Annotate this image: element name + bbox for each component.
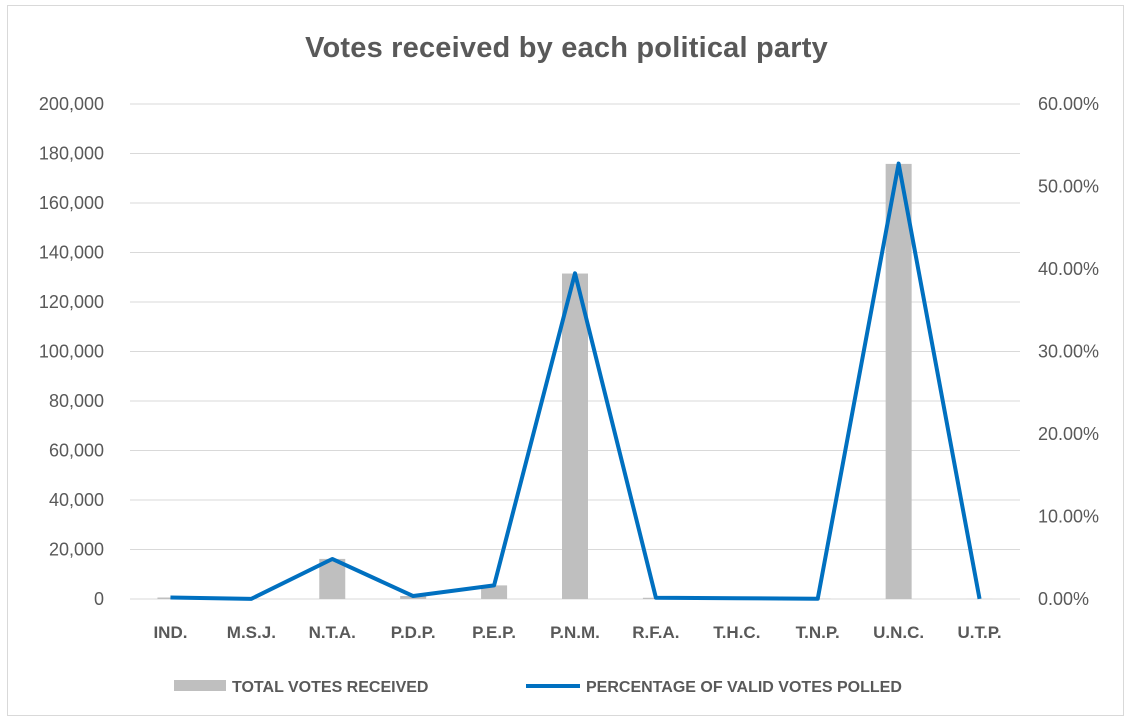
category-label: T.N.P. <box>796 623 840 642</box>
category-label: P.D.P. <box>391 623 436 642</box>
left-tick-label: 180,000 <box>39 144 104 164</box>
percentage-line <box>170 161 982 601</box>
left-tick-label: 100,000 <box>39 342 104 362</box>
right-tick-label: 20.00% <box>1038 424 1099 444</box>
category-label: P.N.M. <box>550 623 600 642</box>
bar-pnm <box>562 273 588 599</box>
right-tick-label: 60.00% <box>1038 94 1099 114</box>
left-tick-label: 40,000 <box>49 490 104 510</box>
category-label: P.E.P. <box>472 623 516 642</box>
bars <box>157 163 993 599</box>
left-tick-label: 80,000 <box>49 391 104 411</box>
left-tick-label: 120,000 <box>39 292 104 312</box>
legend-swatch-bar <box>174 680 226 691</box>
left-tick-label: 0 <box>94 589 104 609</box>
legend: TOTAL VOTES RECEIVED PERCENTAGE OF VALID… <box>174 679 902 696</box>
category-label: U.N.C. <box>873 623 924 642</box>
right-tick-label: 40.00% <box>1038 259 1099 279</box>
left-tick-label: 140,000 <box>39 243 104 263</box>
right-axis-ticks: 0.00% 10.00% 20.00% 30.00% 40.00% 50.00% 60.00… <box>1038 94 1099 609</box>
bar-pep <box>481 585 508 599</box>
percentage-series-line <box>170 161 982 601</box>
legend-label-bar: TOTAL VOTES RECEIVED <box>232 679 428 696</box>
category-label: U.T.P. <box>957 623 1001 642</box>
left-tick-label: 200,000 <box>39 94 104 114</box>
bar-unc <box>885 163 912 599</box>
category-label: T.H.C. <box>713 623 760 642</box>
category-label: IND. <box>153 623 187 642</box>
category-labels: IND. M.S.J. N.T.A. P.D.P. P.E.P. P.N.M. R.F.A.… <box>153 623 1001 642</box>
left-tick-label: 160,000 <box>39 193 104 213</box>
right-tick-label: 0.00% <box>1038 589 1089 609</box>
category-label: N.T.A. <box>309 623 356 642</box>
right-tick-label: 30.00% <box>1038 342 1099 362</box>
category-label: M.S.J. <box>227 623 276 642</box>
category-label: R.F.A. <box>632 623 679 642</box>
left-tick-label: 60,000 <box>49 441 104 461</box>
right-tick-label: 50.00% <box>1038 177 1099 197</box>
chart-title: Votes received by each political party <box>305 32 828 64</box>
bar-nta <box>319 558 346 599</box>
legend-label-line: PERCENTAGE OF VALID VOTES POLLED <box>586 679 902 696</box>
left-tick-label: 20,000 <box>49 540 104 560</box>
left-axis-ticks: 0 20,000 40,000 60,000 80,000 100,000 120,000 1… <box>39 94 104 609</box>
right-tick-label: 10.00% <box>1038 507 1099 527</box>
